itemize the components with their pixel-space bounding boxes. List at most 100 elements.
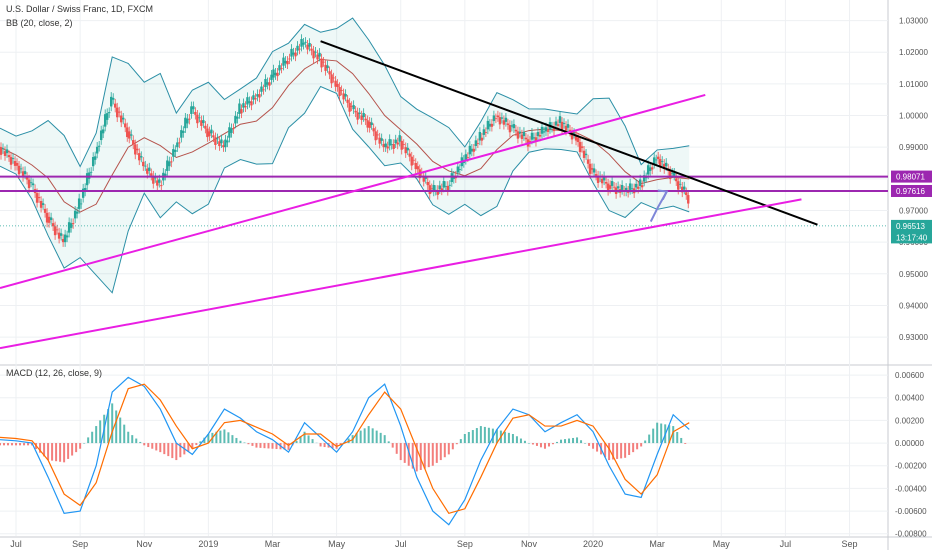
- candle-body: [593, 168, 595, 172]
- candle-body: [220, 140, 222, 144]
- macd-histogram-bar: [468, 432, 470, 443]
- x-tick-label: 2020: [583, 539, 603, 549]
- macd-histogram-bar: [516, 436, 518, 443]
- candle-body: [204, 126, 206, 129]
- macd-histogram-bar: [127, 432, 129, 443]
- symbol-title: U.S. Dollar / Swiss Franc, 1D, FXCM: [6, 4, 153, 14]
- price-label-text: 0.96513: [896, 222, 925, 231]
- candle-body: [6, 149, 8, 153]
- macd-histogram-bar: [592, 443, 594, 449]
- macd-histogram-bar: [63, 443, 65, 462]
- candle-body: [24, 171, 26, 174]
- candle-body: [475, 140, 477, 146]
- candle-body: [465, 154, 467, 160]
- candle-body: [244, 106, 246, 107]
- candle-body: [477, 143, 479, 144]
- candle-body: [30, 182, 32, 183]
- candle-body: [513, 124, 515, 128]
- macd-histogram-bar: [396, 443, 398, 454]
- candle-body: [232, 128, 234, 129]
- candle-body: [102, 129, 104, 133]
- candle-body: [344, 94, 346, 97]
- macd-histogram-bar: [540, 443, 542, 447]
- candle-body: [557, 124, 559, 126]
- candle-body: [42, 203, 44, 205]
- macd-histogram-bar: [7, 443, 9, 445]
- macd-layer: [0, 377, 689, 524]
- candle-body: [210, 130, 212, 134]
- candle-body: [52, 223, 54, 226]
- candle-body: [226, 141, 228, 143]
- candle-body: [374, 131, 376, 140]
- price-tick-label: 0.99000: [899, 143, 928, 152]
- candle-body: [144, 166, 146, 167]
- macd-histogram-bar: [195, 443, 197, 445]
- macd-histogram-bar: [23, 443, 25, 445]
- macd-histogram-bar: [251, 443, 253, 446]
- macd-histogram-bar: [572, 438, 574, 443]
- macd-histogram-bar: [524, 441, 526, 443]
- candle-body: [124, 123, 126, 127]
- x-tick-label: Jul: [395, 539, 407, 549]
- macd-histogram-bar: [644, 441, 646, 444]
- macd-histogram-bar: [67, 443, 69, 459]
- price-tick-label: 0.97000: [899, 206, 928, 215]
- candle-body: [519, 132, 521, 133]
- macd-histogram-bar: [476, 428, 478, 443]
- macd-histogram-bar: [83, 443, 85, 444]
- candle-body: [523, 132, 525, 136]
- macd-histogram-bar: [324, 443, 326, 447]
- macd-histogram-bar: [95, 426, 97, 443]
- candle-body: [216, 138, 218, 139]
- candle-body: [386, 146, 388, 148]
- candle-body: [132, 140, 134, 144]
- macd-histogram-bar: [596, 443, 598, 452]
- macd-tick-label: 0.00400: [895, 394, 924, 403]
- macd-histogram-bar: [588, 443, 590, 446]
- x-tick-label: Jul: [780, 539, 792, 549]
- macd-histogram-bar: [620, 443, 622, 458]
- candle-body: [8, 155, 10, 157]
- macd-histogram-bar: [267, 443, 269, 448]
- macd-histogram-bar: [99, 420, 101, 443]
- candle-body: [94, 156, 96, 159]
- candle-body: [314, 52, 316, 53]
- macd-histogram-bar: [568, 439, 570, 444]
- candle-body: [294, 53, 296, 57]
- macd-histogram-bar: [364, 428, 366, 443]
- candle-body: [376, 135, 378, 136]
- candle-body: [254, 98, 256, 99]
- candle-body: [507, 123, 509, 125]
- macd-histogram-bar: [584, 443, 586, 444]
- candle-body: [370, 122, 372, 125]
- candle-body: [16, 163, 18, 166]
- macd-histogram-bar: [624, 443, 626, 458]
- candle-body: [296, 46, 298, 51]
- candle-body: [122, 118, 124, 120]
- macd-histogram-bar: [167, 443, 169, 456]
- macd-histogram-bar: [123, 425, 125, 443]
- macd-histogram-bar: [139, 442, 141, 443]
- candle-body: [304, 42, 306, 43]
- macd-histogram-bar: [520, 439, 522, 444]
- candle-body: [108, 112, 110, 113]
- macd-histogram-bar: [536, 443, 538, 446]
- macd-histogram-bar: [628, 443, 630, 455]
- price-tick-label: 1.03000: [899, 17, 928, 26]
- candle-body: [60, 233, 62, 236]
- candle-body: [679, 184, 681, 185]
- candle-body: [577, 138, 579, 142]
- candle-body: [280, 68, 282, 69]
- macd-histogram-bar: [308, 435, 310, 443]
- price-tick-label: 0.93000: [899, 333, 928, 342]
- macd-histogram-bar: [480, 426, 482, 443]
- candle-body: [158, 179, 160, 182]
- macd-histogram-bar: [71, 443, 73, 455]
- candle-body: [72, 223, 74, 224]
- macd-histogram-bar: [636, 443, 638, 449]
- candle-body: [302, 43, 304, 45]
- candle-body: [76, 212, 78, 214]
- macd-histogram-bar: [616, 443, 618, 459]
- macd-histogram-bar: [155, 443, 157, 450]
